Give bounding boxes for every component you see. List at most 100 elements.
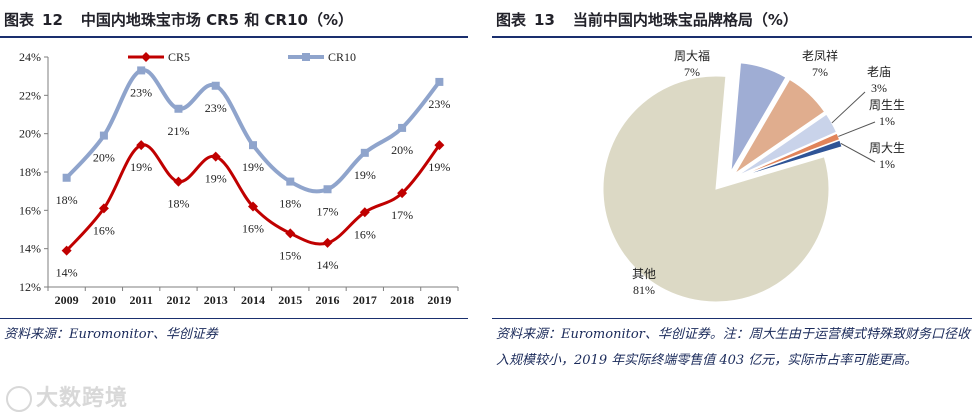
legend-label-cr10: CR10 (328, 50, 356, 64)
figure-12-title: 图表 12 中国内地珠宝市场 CR5 和 CR10（%） (4, 9, 353, 30)
data-label-cr5: 16% (354, 227, 376, 241)
pie-label-value: 3% (871, 81, 887, 95)
point-cr10 (435, 77, 444, 86)
figure-13-title-text: 当前中国内地珠宝品牌格局（%） (572, 11, 798, 29)
y-tick-label: 20% (19, 127, 41, 141)
y-tick-label: 18% (19, 165, 41, 179)
pie-label-value: 81% (633, 283, 655, 297)
data-label-cr10: 17% (317, 204, 339, 218)
watermark: 大数跨境 (6, 380, 128, 412)
pie-label-value: 1% (879, 157, 895, 171)
data-label-cr5: 14% (317, 258, 339, 272)
x-tick-label: 2014 (241, 293, 265, 307)
data-label-cr10: 18% (56, 193, 78, 207)
figure-12-label: 图表 (4, 11, 35, 29)
point-cr5 (285, 228, 296, 239)
point-cr5 (210, 151, 221, 162)
point-cr5 (322, 237, 333, 248)
x-tick-label: 2016 (316, 293, 340, 307)
pie-label-value: 7% (812, 65, 828, 79)
pie-leader-line (831, 91, 866, 124)
data-label-cr5: 18% (167, 197, 189, 211)
data-label-cr10: 20% (93, 151, 115, 165)
pie-label-name: 老凤祥 (802, 49, 838, 63)
point-cr5 (61, 245, 72, 256)
point-cr10 (211, 81, 220, 90)
pie-leader-line (840, 142, 876, 163)
point-cr10 (323, 185, 332, 194)
data-label-cr10: 19% (242, 160, 264, 174)
watermark-text: 大数跨境 (36, 386, 129, 411)
data-label-cr5: 14% (56, 266, 78, 280)
legend-marker-cr10 (302, 53, 310, 61)
data-label-cr5: 19% (205, 172, 227, 186)
point-cr5 (397, 188, 408, 199)
point-cr10 (174, 104, 183, 113)
title-rule (492, 36, 972, 38)
source-rule (492, 318, 972, 319)
data-label-cr10: 21% (167, 124, 189, 138)
y-tick-label: 22% (19, 88, 41, 102)
pie-label-value: 1% (879, 114, 895, 128)
data-label-cr10: 19% (354, 168, 376, 182)
x-tick-label: 2017 (353, 293, 377, 307)
y-tick-label: 14% (19, 242, 41, 256)
legend-marker-cr5 (141, 52, 151, 62)
pie-chart: 周大福 7% 老凤祥 7% 老庙 3% 周生生 1% 周大生 1% 其他 81% (602, 48, 905, 303)
figure-12-title-text: 中国内地珠宝市场 CR5 和 CR10（%） (80, 11, 354, 29)
data-label-cr10: 23% (205, 101, 227, 115)
pie-slice-5 (602, 75, 830, 303)
pie-label-name: 周大福 (674, 48, 710, 63)
point-cr5 (434, 140, 445, 151)
pie-label-name: 老庙 (867, 65, 891, 79)
pie-label-name: 其他 (632, 267, 656, 281)
x-tick-label: 2010 (92, 293, 116, 307)
point-cr10 (286, 177, 295, 186)
y-tick-label: 24% (19, 50, 41, 64)
pie-slice-0 (730, 62, 787, 172)
figure-13-source: 资料来源：Euromonitor、华创证券。注：周大生由于运营模式特殊致财务口径… (496, 327, 970, 368)
y-tick-label: 16% (19, 203, 41, 217)
point-cr10 (249, 141, 257, 150)
point-cr10 (137, 66, 146, 75)
point-cr5 (359, 207, 370, 218)
data-label-cr10: 20% (391, 143, 413, 157)
data-label-cr10: 18% (279, 197, 301, 211)
x-tick-label: 2012 (166, 293, 190, 307)
watermark-logo-icon (6, 386, 32, 412)
point-cr10 (62, 173, 71, 182)
x-tick-label: 2009 (55, 293, 79, 307)
figure-12-number: 12 (42, 11, 63, 29)
data-label-cr10: 23% (428, 97, 450, 111)
data-label-cr5: 16% (242, 222, 264, 236)
x-tick-label: 2011 (130, 293, 153, 307)
pie-slice-1 (734, 78, 826, 175)
y-tick-label: 12% (19, 280, 41, 294)
figure-13-label: 图表 (496, 11, 527, 29)
point-cr5 (136, 140, 147, 151)
figure-13-title: 图表 13 当前中国内地珠宝品牌格局（%） (496, 9, 798, 30)
point-cr5 (173, 176, 184, 187)
x-tick-label: 2015 (278, 293, 302, 307)
legend-label-cr5: CR5 (168, 50, 190, 64)
point-cr5 (98, 203, 109, 214)
point-cr5 (248, 201, 258, 212)
data-label-cr5: 19% (130, 160, 152, 174)
pie-leader-line (838, 121, 876, 137)
figure-13-number: 13 (534, 11, 555, 29)
data-label-cr5: 15% (279, 248, 301, 262)
data-label-cr5: 17% (391, 208, 413, 222)
x-tick-label: 2018 (390, 293, 414, 307)
point-cr10 (360, 148, 369, 157)
data-label-cr10: 23% (130, 85, 152, 99)
pie-label-value: 7% (684, 65, 700, 79)
data-label-cr5: 19% (428, 160, 450, 174)
point-cr10 (398, 123, 407, 132)
data-label-cr5: 16% (93, 223, 115, 237)
line-chart: 12% 14% 16% 18% 20% 22% 24% 2009 2010 2011 2012 201… (19, 50, 459, 307)
pie-label-name: 周生生 (869, 98, 905, 112)
pie-slice-4 (737, 139, 843, 179)
point-cr10 (99, 131, 108, 140)
x-tick-label: 2019 (427, 293, 451, 307)
title-rule (0, 36, 468, 38)
